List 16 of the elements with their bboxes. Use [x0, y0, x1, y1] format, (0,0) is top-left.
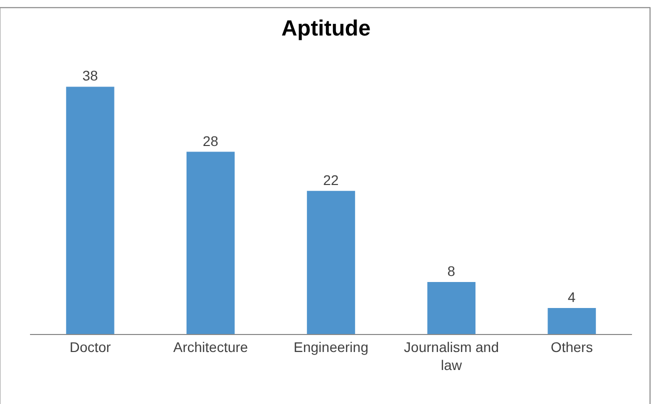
x-tick-label: Doctor — [70, 338, 112, 355]
data-label: 22 — [323, 172, 339, 188]
data-label: 38 — [82, 68, 98, 84]
x-tick-label: Architecture — [173, 338, 248, 355]
bar — [306, 190, 356, 334]
bar — [186, 152, 235, 334]
x-tick-label: Journalism and law — [404, 338, 499, 373]
bar — [427, 282, 476, 334]
data-label: 4 — [568, 288, 576, 305]
data-label: 28 — [202, 132, 218, 149]
chart-title: Aptitude — [281, 16, 371, 41]
x-tick-label: Others — [550, 338, 593, 355]
bar — [548, 308, 596, 334]
bar — [66, 86, 114, 334]
data-label: 8 — [447, 262, 456, 279]
x-tick-label: Engineering — [294, 338, 368, 355]
